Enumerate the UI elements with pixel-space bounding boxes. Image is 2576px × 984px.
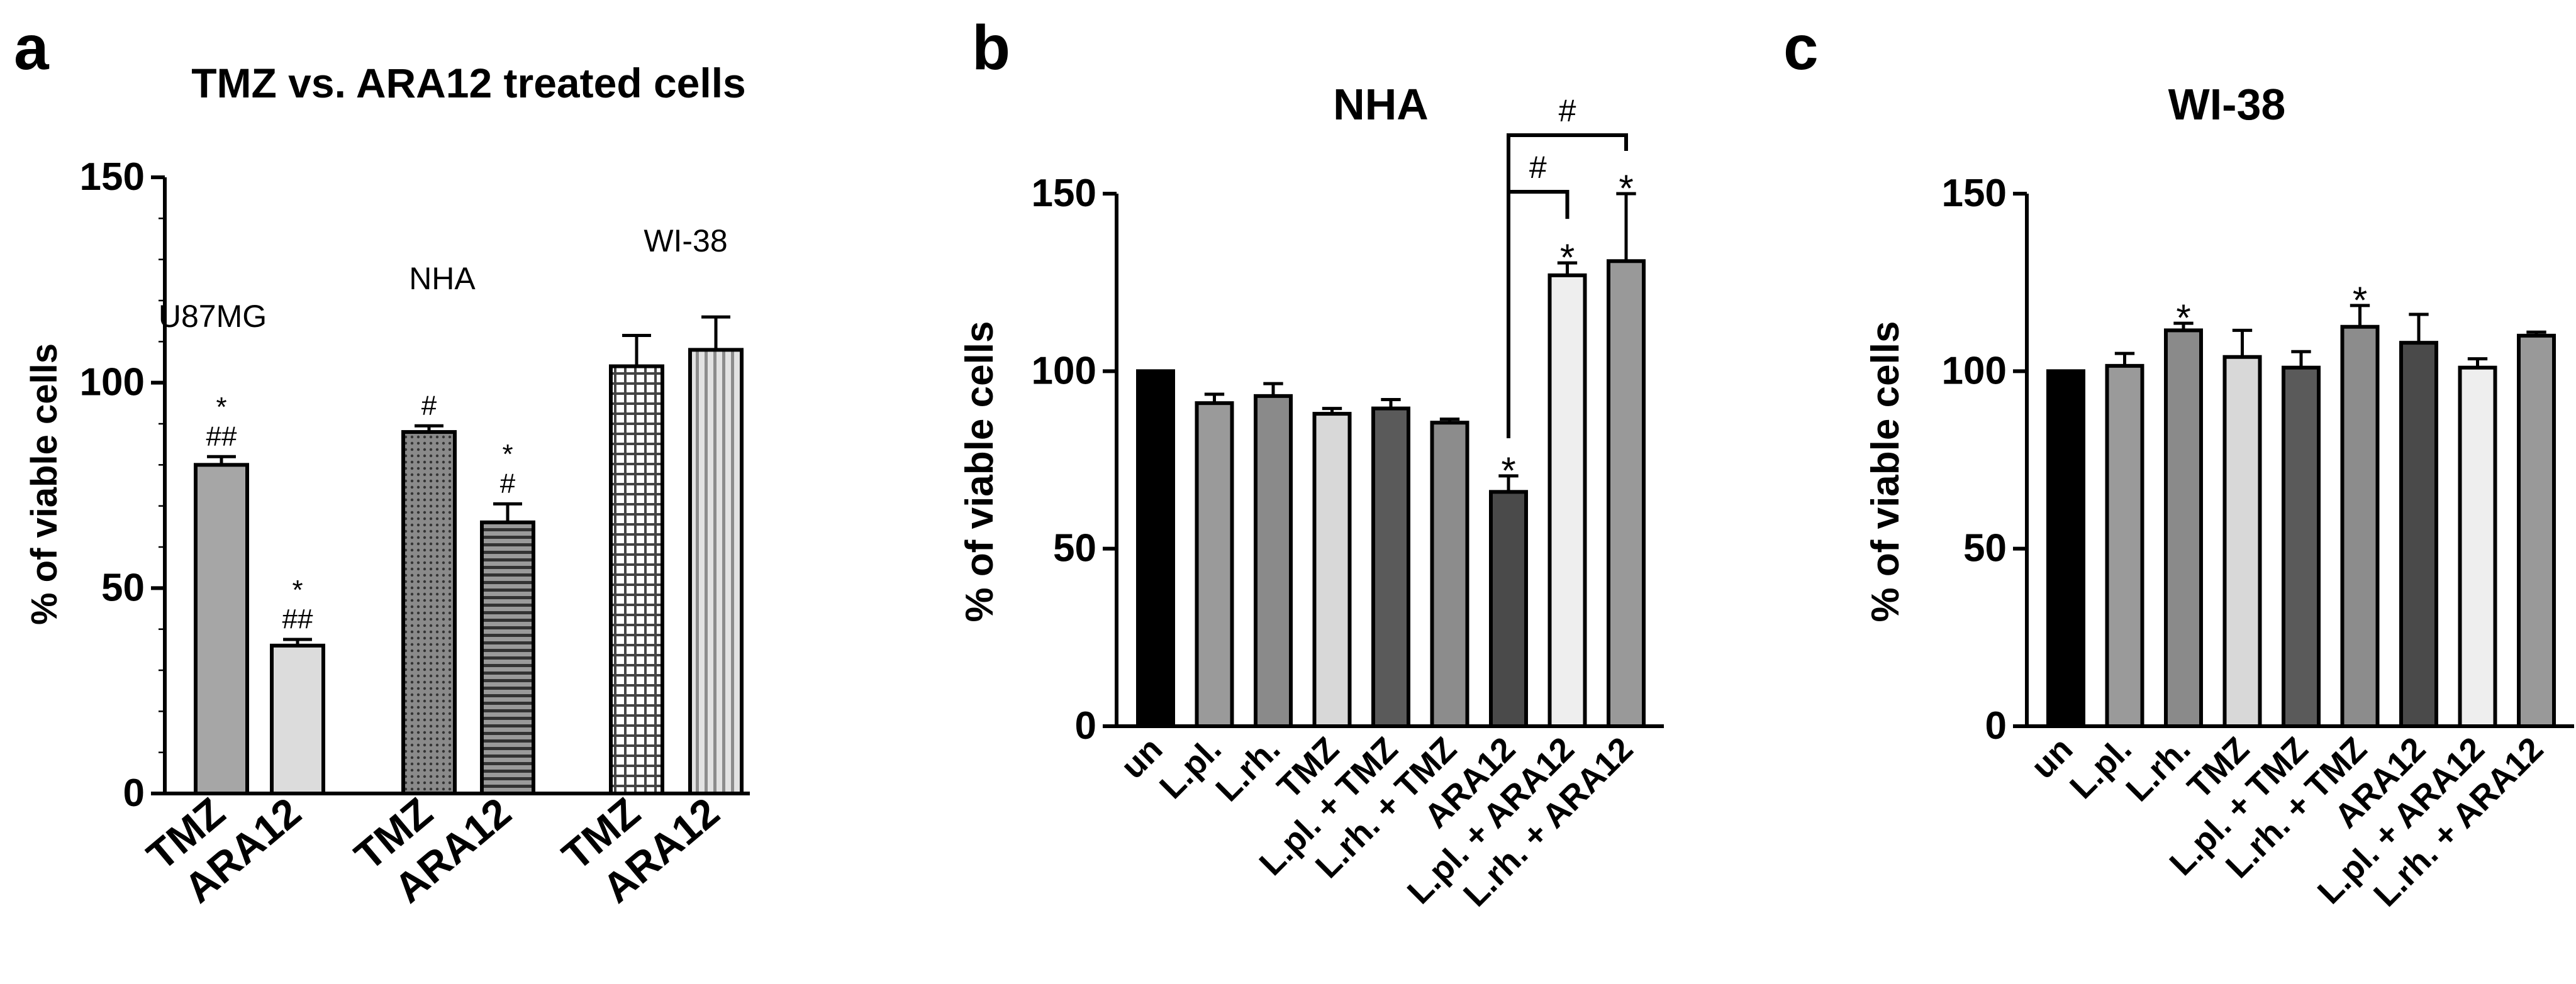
panel-b-bar [1195, 401, 1234, 728]
panel-a-bar [401, 430, 457, 795]
panel-c-bar [2458, 365, 2497, 728]
panel-letter-b: b [972, 13, 1010, 83]
panel-b-ytick-label: 0 [1075, 704, 1096, 748]
panel-b-bar [1136, 369, 1175, 728]
panel-b-bar [1489, 490, 1528, 728]
panel-a-significance-label: * [216, 392, 226, 423]
panel-c-bar [2282, 365, 2321, 728]
group-label-wi38: WI-38 [644, 223, 727, 258]
panel-letter-c: c [1783, 13, 1819, 83]
panel-a-title: TMZ vs. ARA12 treated cells [191, 60, 746, 106]
panel-b-significance-label: * [1560, 236, 1575, 279]
panel-a-significance-label: * [292, 575, 303, 605]
panel-a-bar [480, 520, 535, 795]
panel-a-bar [688, 348, 744, 795]
panel-c-bar [2046, 369, 2085, 728]
panel-c-significance-label: * [2353, 279, 2367, 321]
panel-letter-a: a [14, 13, 50, 83]
panel-c-bar [2164, 328, 2203, 728]
panel-b-title: NHA [1333, 80, 1429, 129]
panel-c-ytick-label: 0 [1985, 704, 2007, 748]
panel-a-significance-label: # [500, 468, 516, 499]
panel-b-bar [1254, 394, 1293, 728]
panel-b-xtick-label: L.pl. [1152, 730, 1229, 806]
panel-a-ytick-label: 100 [80, 361, 145, 404]
panel-b-bar [1547, 273, 1587, 728]
panel-c-xtick-label: L.rh. [2119, 730, 2197, 809]
panel-b-ytick-label: 100 [1032, 349, 1096, 392]
panel-c-ytick-label: 150 [1942, 172, 2007, 215]
panel-b-ytick-label: 150 [1032, 172, 1096, 215]
panel-c-bar [2517, 333, 2556, 728]
panel-a-significance-label: ## [206, 421, 237, 451]
panel-b-bar [1607, 259, 1646, 728]
panel-a-significance-label: ## [282, 604, 313, 634]
panel-a-significance-label: * [502, 439, 513, 470]
panel-b-bar [1312, 412, 1352, 728]
panel-c-ytick-label: 50 [1963, 527, 2007, 570]
panel-b-significance-label: * [1619, 167, 1633, 209]
panel-c-bar [2340, 324, 2380, 728]
panel-b-comparison-label: # [1529, 150, 1547, 185]
panel-c-xtick-label: L.pl. [2063, 730, 2139, 806]
panel-c-bar [2105, 363, 2144, 728]
panel-c-ylabel: % of viable cells [1864, 321, 1907, 622]
panel-a-bar [270, 643, 325, 796]
panel-a-ytick-label: 150 [80, 155, 145, 199]
panel-a-ytick-label: 50 [101, 566, 145, 609]
panel-b-xtick-label: L.rh. [1208, 730, 1287, 809]
panel-a-ylabel: % of viable cells [24, 343, 65, 625]
panel-b-comparison-bracket [1507, 133, 1628, 438]
group-label-u87mg: U87MG [159, 299, 267, 334]
panel-a-bar [609, 364, 664, 795]
panel-a-significance-label: # [421, 390, 437, 421]
panel-c-bar [2222, 355, 2262, 728]
panel-c-bar [2399, 341, 2438, 728]
group-label-nha: NHA [409, 261, 476, 296]
panel-a-bar [194, 463, 249, 795]
panel-c-title: WI-38 [2168, 80, 2286, 129]
panel-a-ytick-label: 0 [123, 771, 145, 815]
panel-b-bar [1371, 406, 1410, 729]
panel-c-ytick-label: 100 [1942, 349, 2007, 392]
panel-b-bar [1430, 421, 1469, 729]
panel-b-ylabel: % of viable cells [958, 321, 1001, 622]
panel-b-significance-label: * [1501, 450, 1515, 492]
panel-b-ytick-label: 50 [1053, 527, 1096, 570]
panel-c-significance-label: * [2176, 297, 2190, 339]
panel-b-comparison-label: # [1559, 93, 1576, 128]
